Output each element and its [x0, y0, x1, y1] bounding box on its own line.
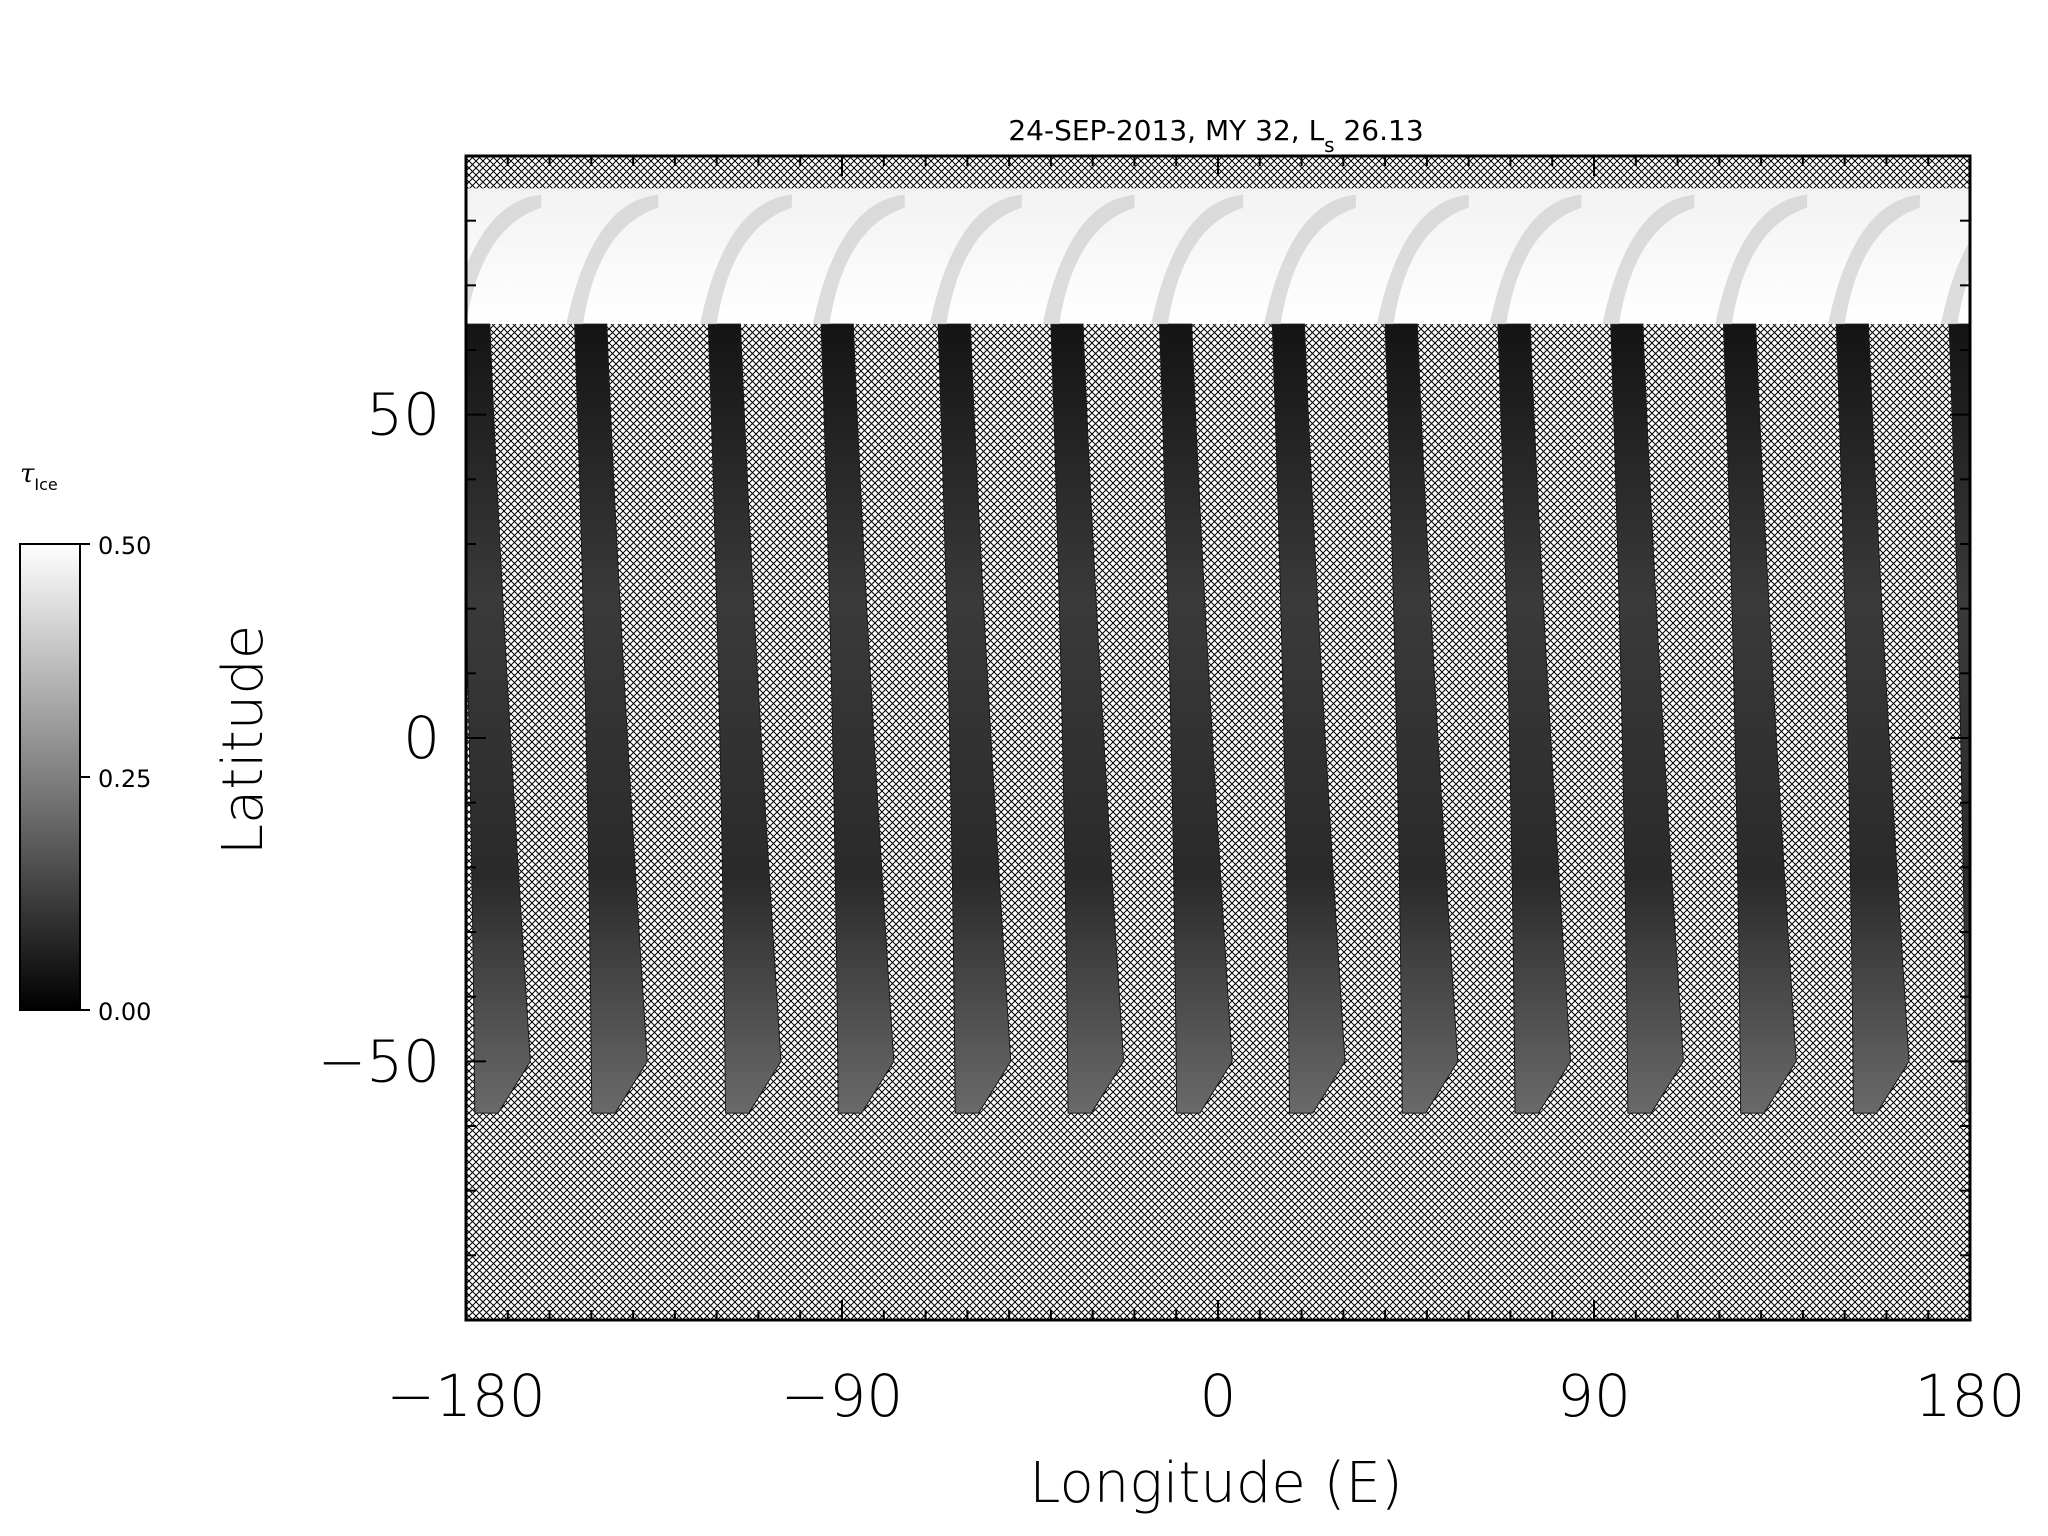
cap-swath-edge	[699, 194, 792, 325]
colorbar-title-subscript: Ice	[34, 475, 57, 494]
cap-swath-edge	[1827, 194, 1920, 325]
colorbar-ticks: 0.50 0.25 0.00	[80, 532, 151, 1026]
cap-swath-edge	[929, 194, 1022, 325]
orbit-swath	[1610, 323, 1684, 1114]
cap-swath-edge	[1042, 194, 1135, 325]
x-tick-label: 0	[1200, 1362, 1237, 1430]
orbit-swath	[707, 323, 782, 1114]
x-tick-label: −90	[781, 1362, 903, 1430]
ice-opacity-map	[466, 188, 1970, 1114]
orbit-swath	[574, 323, 648, 1114]
orbit-swath	[1835, 323, 1910, 1114]
cap-swath-edge	[1715, 194, 1808, 325]
orbit-swath	[820, 323, 895, 1114]
cap-swath-edge	[1263, 194, 1356, 325]
title-suffix: 26.13	[1335, 114, 1424, 147]
cap-swath-edge	[1489, 194, 1582, 325]
orbit-swath	[937, 323, 1012, 1114]
title-main: 24-SEP-2013, MY 32, L	[1008, 114, 1324, 147]
orbit-swath	[1271, 323, 1346, 1114]
colorbar: τIce 0.50 0.25 0.00	[19, 459, 151, 1026]
colorbar-ramp	[19, 543, 81, 1011]
colorbar-tick-label: 0.00	[98, 998, 151, 1026]
orbit-swath	[1050, 323, 1125, 1114]
colorbar-title: τIce	[20, 459, 58, 494]
cap-swath-edge	[1602, 194, 1695, 325]
cap-swath-edge	[466, 194, 542, 325]
y-tick-label: 0	[403, 704, 440, 772]
cap-swath-edge	[1151, 194, 1244, 325]
chart-title: 24-SEP-2013, MY 32, Ls 26.13	[1008, 114, 1423, 157]
orbit-swath	[466, 323, 531, 1114]
x-axis-title: Longitude (E)	[1029, 1451, 1402, 1516]
plot-area	[464, 154, 1972, 1322]
colorbar-tick-label: 0.50	[98, 532, 151, 560]
orbit-swath	[1722, 323, 1797, 1114]
title-subscript: s	[1324, 133, 1334, 157]
cap-swath-edge	[1376, 194, 1469, 325]
y-tick-label: −50	[318, 1027, 440, 1095]
x-tick-label: 90	[1557, 1362, 1631, 1430]
tick-marks	[465, 155, 1971, 1321]
y-tick-labels: 50 0 −50	[318, 381, 440, 1096]
cap-swath-edge	[812, 194, 905, 325]
x-tick-label: 180	[1915, 1362, 2026, 1430]
x-tick-labels: −180 −90 0 90 180	[386, 1362, 2025, 1430]
colorbar-title-symbol: τ	[20, 459, 35, 489]
x-tick-label: −180	[386, 1362, 545, 1430]
y-axis-title: Latitude	[211, 625, 276, 855]
orbit-swath	[1497, 323, 1572, 1114]
cap-swath-edge	[566, 194, 659, 325]
y-tick-label: 50	[366, 381, 440, 449]
orbit-swath	[1158, 323, 1233, 1114]
orbit-swath	[1384, 323, 1459, 1114]
orbit-swath	[1948, 323, 1970, 1114]
colorbar-tick-label: 0.25	[98, 765, 151, 793]
cap-swath-edge	[1940, 240, 1970, 325]
